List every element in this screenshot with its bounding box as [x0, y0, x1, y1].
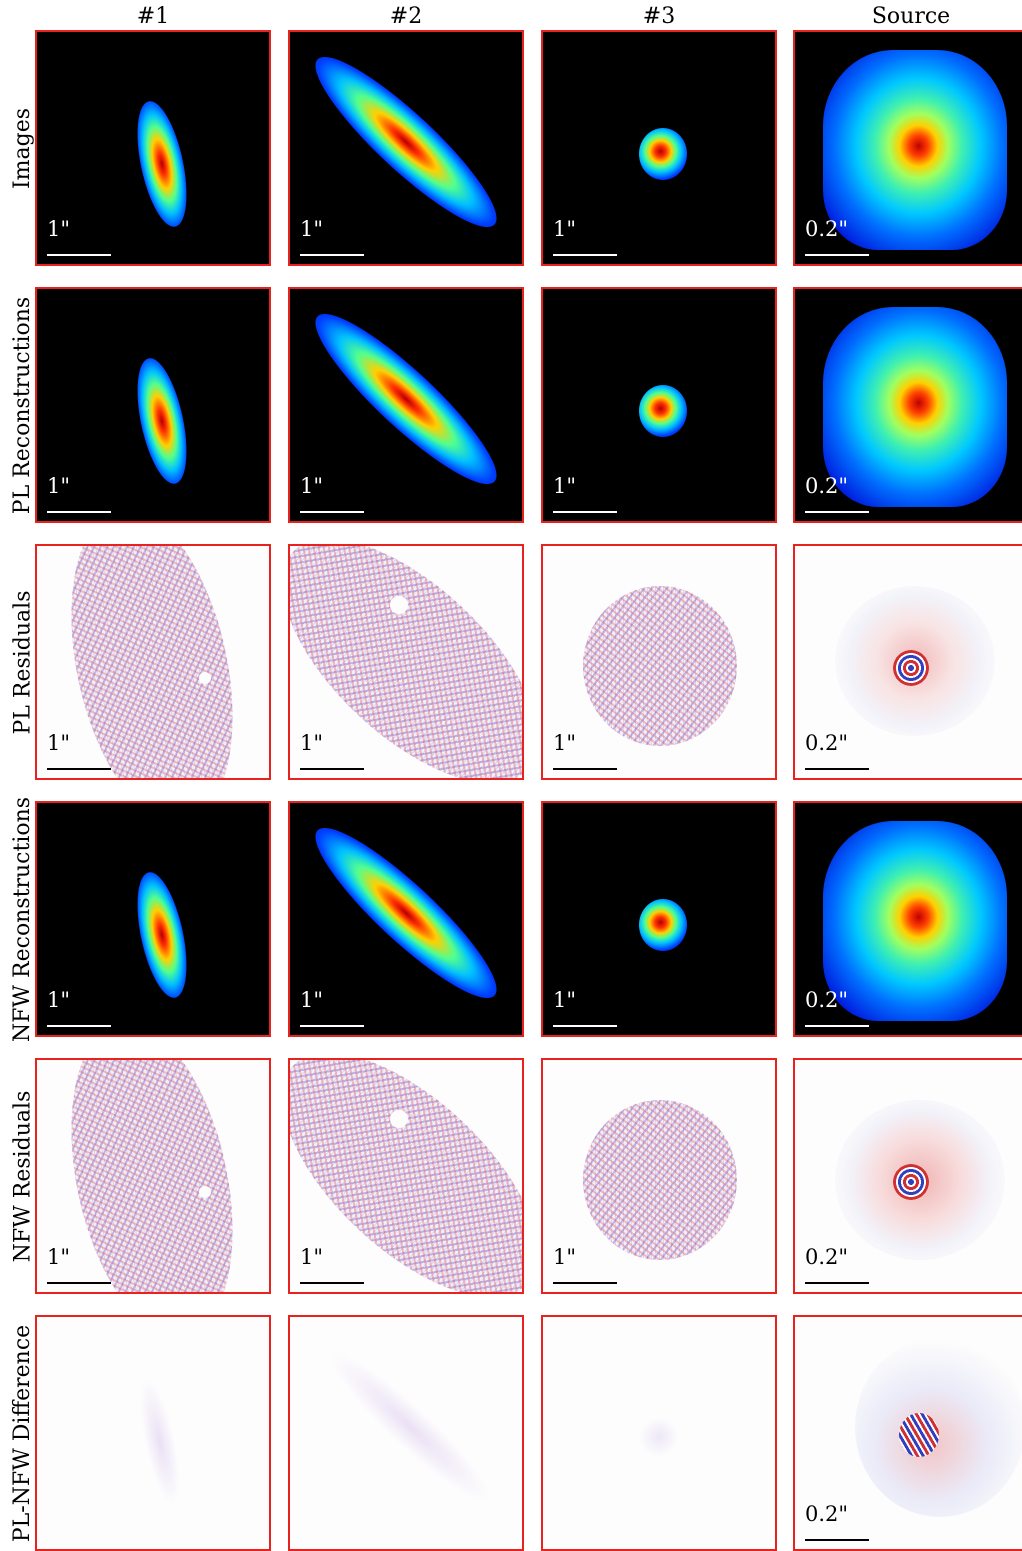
scale-label: 1" — [47, 988, 71, 1012]
scale-label: 1" — [553, 731, 577, 755]
scale-bar — [805, 1539, 869, 1541]
panel-nfw-residual-source: 0.2" — [793, 1058, 1022, 1294]
column-header-3: #3 — [642, 4, 676, 29]
panel-nfw-reconstruction-3: 1" — [541, 801, 777, 1037]
scale-bar — [47, 511, 111, 513]
scale-label: 1" — [553, 217, 577, 241]
scale-label: 1" — [300, 474, 324, 498]
source-residual-core — [893, 1164, 929, 1200]
panel-images-3: 1" — [541, 30, 777, 266]
panel-nfw-residual-1: 1" — [35, 1058, 271, 1294]
panel-nfw-reconstruction-1: 1" — [35, 801, 271, 1037]
scale-label: 1" — [47, 217, 71, 241]
panel-nfw-residual-3: 1" — [541, 1058, 777, 1294]
scale-bar — [300, 1282, 364, 1284]
lensed-arc-image — [639, 385, 687, 437]
panel-images-source: 0.2" — [793, 30, 1022, 266]
scale-bar — [300, 1025, 364, 1027]
scale-bar — [300, 254, 364, 256]
scale-label: 1" — [553, 1245, 577, 1269]
masked-hole — [390, 1110, 408, 1128]
scale-bar — [805, 1025, 869, 1027]
panel-pl-residual-3: 1" — [541, 544, 777, 780]
source-reconstruction — [823, 50, 1007, 250]
lensed-arc-image — [128, 354, 196, 488]
scale-label: 1" — [47, 474, 71, 498]
masked-hole — [199, 672, 211, 684]
panel-images-2: 1" — [288, 30, 524, 266]
panel-nfw-reconstruction-2: 1" — [288, 801, 524, 1037]
scale-label: 1" — [553, 988, 577, 1012]
panel-pl-reconstruction-2: 1" — [288, 287, 524, 523]
scale-label: 1" — [300, 988, 324, 1012]
masked-hole — [390, 596, 408, 614]
scale-label: 0.2" — [805, 1245, 849, 1269]
column-header-1: #1 — [136, 4, 170, 29]
difference-core — [899, 1413, 939, 1457]
source-reconstruction — [823, 821, 1007, 1021]
panel-nfw-residual-2: 1" — [288, 1058, 524, 1294]
residual-noise-region — [290, 1060, 522, 1292]
difference-faint-arc — [315, 1337, 505, 1517]
difference-faint-arc — [639, 1417, 679, 1457]
panel-difference-3 — [541, 1315, 777, 1551]
panel-nfw-reconstruction-source: 0.2" — [793, 801, 1022, 1037]
scale-bar — [553, 511, 617, 513]
scale-bar — [553, 1025, 617, 1027]
panel-difference-source: 0.2" — [793, 1315, 1022, 1551]
residual-noise-region — [290, 546, 522, 778]
residual-noise-region — [583, 1100, 737, 1260]
scale-label: 1" — [47, 1245, 71, 1269]
scale-label: 1" — [300, 217, 324, 241]
scale-bar — [805, 511, 869, 513]
difference-faint-arc — [131, 1375, 189, 1509]
scale-label: 0.2" — [805, 988, 849, 1012]
scale-bar — [47, 1025, 111, 1027]
scale-label: 0.2" — [805, 731, 849, 755]
residual-noise-region — [45, 1060, 259, 1292]
scale-bar — [300, 511, 364, 513]
scale-bar — [47, 768, 111, 770]
panel-pl-reconstruction-3: 1" — [541, 287, 777, 523]
lensed-arc-image — [298, 810, 514, 1016]
scale-bar — [805, 1282, 869, 1284]
column-header-2: #2 — [389, 4, 423, 29]
masked-hole — [199, 1186, 211, 1198]
panel-difference-2 — [288, 1315, 524, 1551]
scale-bar — [553, 768, 617, 770]
panel-pl-residual-source: 0.2" — [793, 544, 1022, 780]
scale-bar — [805, 254, 869, 256]
scale-label: 0.2" — [805, 474, 849, 498]
scale-bar — [553, 254, 617, 256]
panel-pl-reconstruction-1: 1" — [35, 287, 271, 523]
panel-pl-residual-1: 1" — [35, 544, 271, 780]
scale-bar — [300, 768, 364, 770]
scale-bar — [47, 1282, 111, 1284]
scale-label: 1" — [47, 731, 71, 755]
lensed-arc-image — [128, 97, 196, 231]
residual-noise-region — [45, 546, 259, 778]
lensed-arc-image — [298, 39, 514, 245]
source-reconstruction — [823, 307, 1007, 507]
panel-difference-1 — [35, 1315, 271, 1551]
scale-label: 0.2" — [805, 217, 849, 241]
scale-label: 1" — [300, 1245, 324, 1269]
scale-label: 1" — [300, 731, 324, 755]
scale-bar — [47, 254, 111, 256]
source-residual-core — [893, 650, 929, 686]
column-header-source: Source — [871, 4, 951, 29]
scale-bar — [553, 1282, 617, 1284]
panel-pl-residual-2: 1" — [288, 544, 524, 780]
scale-label: 1" — [553, 474, 577, 498]
lensed-arc-image — [128, 868, 196, 1002]
panel-images-1: 1" — [35, 30, 271, 266]
lensed-arc-image — [639, 899, 687, 951]
panel-pl-reconstruction-source: 0.2" — [793, 287, 1022, 523]
lensed-arc-image — [639, 128, 687, 180]
residual-noise-region — [583, 586, 737, 746]
lensed-arc-image — [298, 296, 514, 502]
difference-halo — [855, 1337, 1022, 1517]
scale-label: 0.2" — [805, 1502, 849, 1526]
scale-bar — [805, 768, 869, 770]
